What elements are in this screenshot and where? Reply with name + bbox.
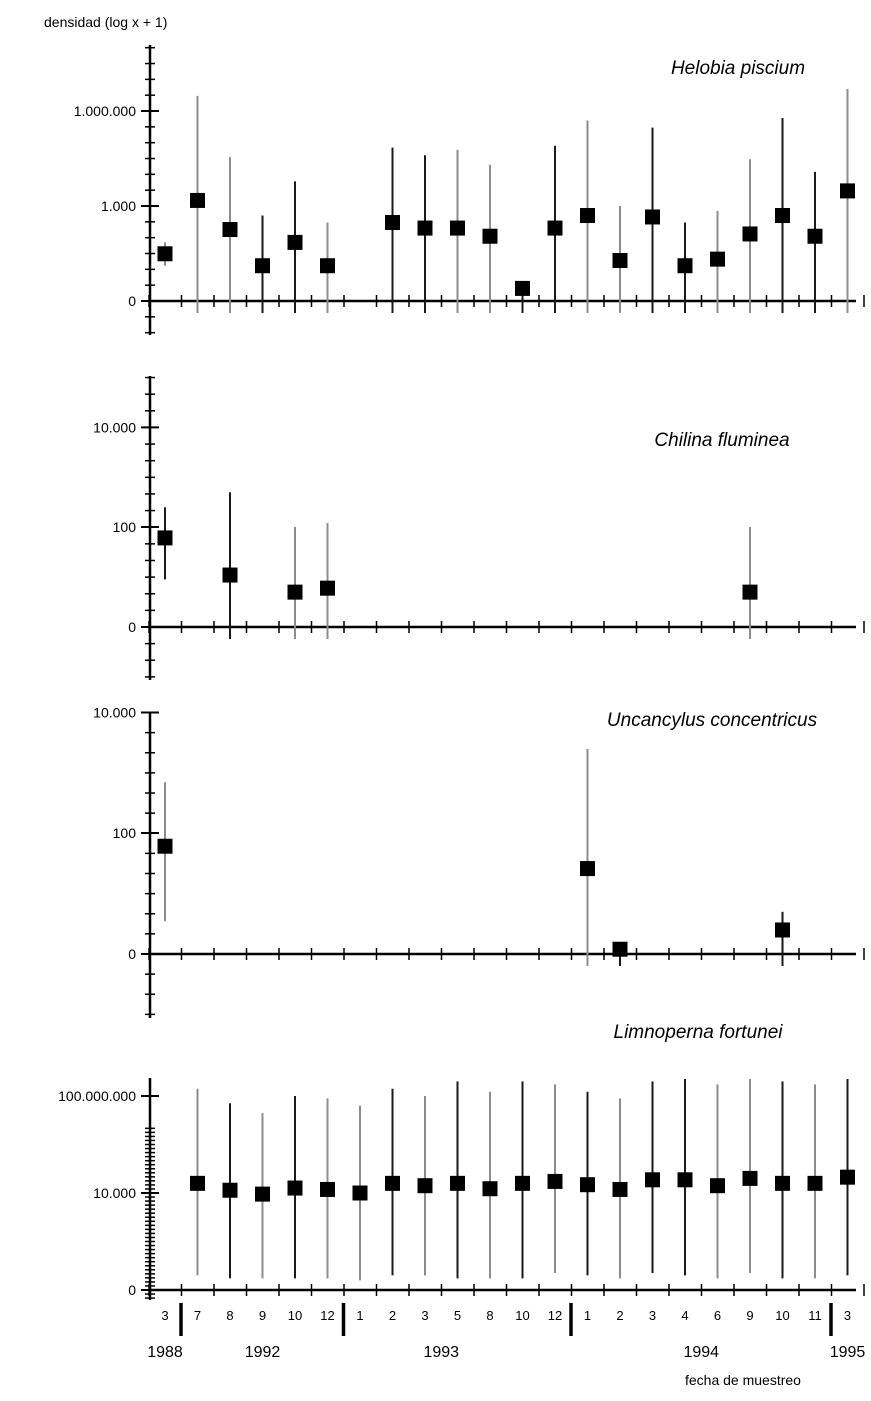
data-point — [580, 208, 595, 224]
data-point — [547, 1173, 563, 1189]
data-point — [775, 208, 790, 224]
data-point — [710, 1178, 725, 1194]
data-point — [775, 1175, 790, 1191]
data-point — [255, 1186, 270, 1202]
y-tick-label: 100.000.000 — [58, 1088, 136, 1104]
x-month-label: 3 — [421, 1308, 428, 1323]
x-month-label: 10 — [288, 1308, 302, 1323]
data-point — [417, 220, 433, 236]
x-month-label: 3 — [161, 1308, 168, 1323]
data-point — [190, 1175, 205, 1191]
data-point — [320, 580, 335, 596]
data-point — [482, 228, 498, 244]
data-point — [222, 222, 238, 238]
panel-title: Helobia piscium — [671, 58, 805, 79]
x-month-label: 5 — [454, 1308, 461, 1323]
x-month-label: 9 — [746, 1308, 753, 1323]
y-tick-label: 1.000 — [101, 198, 136, 214]
data-point — [807, 1175, 823, 1191]
x-year-label: 1994 — [683, 1344, 719, 1361]
data-point — [612, 1181, 628, 1197]
y-tick-label: 100 — [113, 825, 137, 841]
x-year-label: 1995 — [830, 1344, 866, 1361]
data-point — [385, 215, 400, 231]
y-tick-label: 10.000 — [93, 1185, 136, 1201]
y-tick-label: 100 — [113, 519, 137, 535]
x-month-label: 12 — [320, 1308, 334, 1323]
x-year-label: 1993 — [423, 1344, 459, 1361]
data-point — [515, 280, 530, 296]
panel-title: Chilina fluminea — [654, 430, 789, 451]
data-point — [677, 1172, 693, 1188]
x-month-label: 2 — [389, 1308, 396, 1323]
x-month-label: 10 — [775, 1308, 789, 1323]
data-point — [255, 258, 270, 274]
panel-title: Uncancylus concentricus — [607, 710, 818, 731]
x-month-label: 8 — [486, 1308, 493, 1323]
x-month-label: 2 — [616, 1308, 623, 1323]
data-point — [417, 1178, 433, 1194]
data-point — [157, 246, 173, 262]
data-point — [807, 228, 823, 244]
data-point — [742, 226, 758, 242]
y-axis-label: densidad (log x + 1) — [44, 14, 168, 30]
data-point — [157, 530, 173, 546]
data-point — [612, 941, 628, 957]
data-point — [385, 1175, 400, 1191]
data-point — [547, 220, 563, 236]
data-point — [677, 258, 693, 274]
data-point — [190, 192, 205, 208]
data-point — [612, 253, 628, 269]
data-point — [580, 1177, 595, 1193]
y-tick-label: 0 — [128, 946, 136, 962]
x-month-label: 6 — [714, 1308, 721, 1323]
y-tick-label: 10.000 — [93, 419, 136, 435]
data-point — [515, 1175, 530, 1191]
data-point — [222, 567, 238, 583]
y-tick-label: 1.000.000 — [74, 103, 136, 119]
data-point — [287, 1180, 303, 1196]
panel-title: Limnoperna fortunei — [614, 1022, 784, 1043]
x-year-label: 1992 — [245, 1344, 281, 1361]
x-year-label: 1988 — [147, 1344, 183, 1361]
data-point — [222, 1182, 238, 1198]
data-point — [320, 258, 335, 274]
data-point — [710, 251, 725, 267]
x-month-label: 11 — [808, 1308, 822, 1323]
data-point — [352, 1185, 368, 1201]
x-month-label: 4 — [681, 1308, 688, 1323]
data-point — [775, 922, 790, 938]
y-tick-label: 0 — [128, 619, 136, 635]
data-point — [287, 234, 303, 250]
x-month-label: 9 — [259, 1308, 266, 1323]
x-month-label: 3 — [649, 1308, 656, 1323]
x-month-label: 10 — [515, 1308, 529, 1323]
y-tick-label: 0 — [128, 293, 136, 309]
x-month-label: 8 — [226, 1308, 233, 1323]
data-point — [580, 861, 595, 877]
x-month-label: 12 — [548, 1308, 562, 1323]
x-month-label: 3 — [844, 1308, 851, 1323]
data-point — [742, 584, 758, 600]
data-point — [450, 1175, 465, 1191]
data-point — [320, 1181, 335, 1197]
data-point — [840, 183, 855, 199]
data-point — [287, 584, 303, 600]
data-point — [645, 209, 660, 225]
data-point — [482, 1181, 498, 1197]
y-tick-label: 0 — [128, 1282, 136, 1298]
data-point — [157, 838, 173, 854]
y-tick-label: 10.000 — [93, 705, 136, 721]
data-point — [450, 220, 465, 236]
x-month-label: 7 — [194, 1308, 201, 1323]
x-month-label: 1 — [356, 1308, 363, 1323]
data-point — [742, 1170, 758, 1186]
x-month-label: 1 — [584, 1308, 591, 1323]
data-point — [840, 1169, 855, 1185]
x-axis-label: fecha de muestreo — [685, 1372, 801, 1388]
data-point — [645, 1172, 660, 1188]
